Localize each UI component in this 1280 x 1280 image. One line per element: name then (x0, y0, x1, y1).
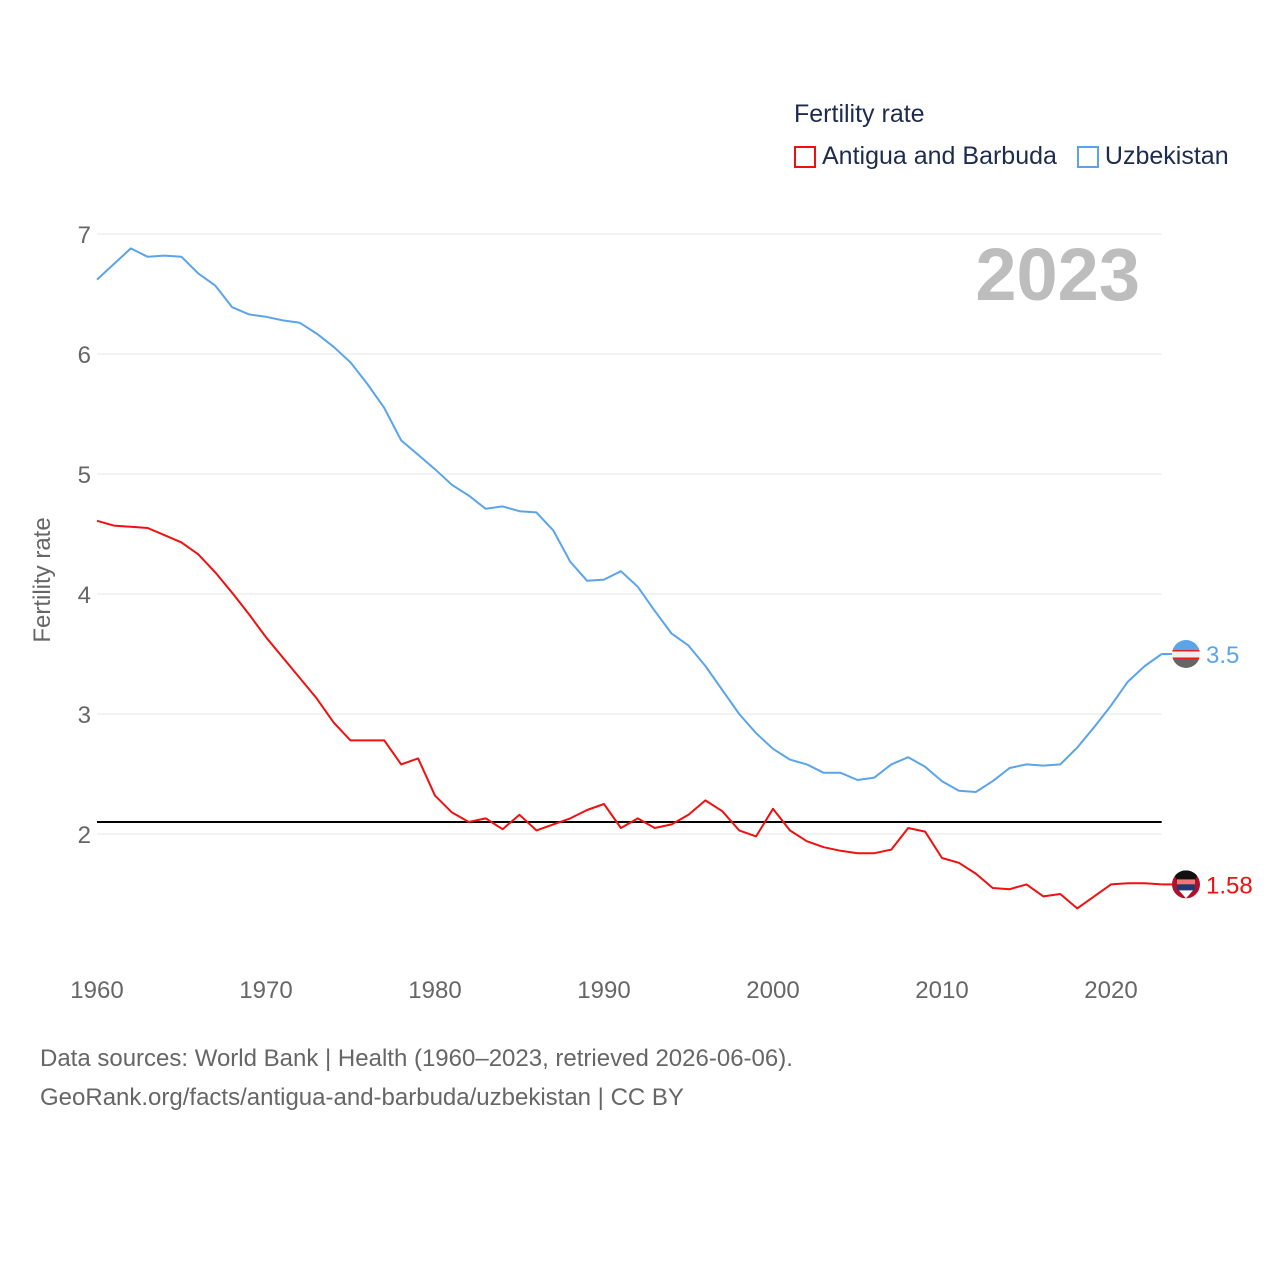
series-line-uzbekistan (96, 247, 1163, 793)
legend-label-antigua: Antigua and Barbuda (822, 142, 1057, 170)
x-tick-label: 2000 (746, 977, 799, 1004)
legend: Antigua and Barbuda Uzbekistan (794, 142, 1229, 171)
x-tick-label: 1980 (408, 977, 461, 1004)
y-tick-label: 2 (78, 822, 91, 849)
y-tick-label: 4 (78, 582, 91, 609)
y-tick-label: 5 (78, 462, 91, 489)
x-tick-label: 1990 (577, 977, 630, 1004)
year-watermark: 2023 (975, 233, 1140, 316)
end-value-label: 1.58 (1206, 872, 1253, 899)
y-tick-label: 6 (78, 342, 91, 369)
y-tick-label: 3 (78, 702, 91, 729)
legend-label-uzbekistan: Uzbekistan (1104, 142, 1229, 170)
legend-swatch-antigua (794, 145, 816, 168)
x-tick-label: 2020 (1084, 977, 1137, 1004)
legend-item-uzbekistan[interactable]: Uzbekistan (1076, 142, 1229, 171)
x-tick-label: 1960 (70, 977, 123, 1004)
end-value-label: 3.5 (1206, 642, 1239, 669)
y-tick-label: 7 (78, 222, 91, 249)
x-tick-label: 2010 (915, 977, 968, 1004)
legend-item-antigua[interactable]: Antigua and Barbuda (794, 142, 1057, 171)
legend-swatch-uzbekistan (1076, 145, 1099, 168)
source-line-1: Data sources: World Bank | Health (1960–… (40, 1045, 793, 1072)
y-axis-label: Fertility rate (29, 517, 56, 642)
antigua-flag-icon (1172, 870, 1200, 899)
uzbekistan-flag-icon (1172, 640, 1200, 668)
source-line-2[interactable]: GeoRank.org/facts/antigua-and-barbuda/uz… (40, 1084, 684, 1111)
series-line-antigua (96, 519, 1162, 910)
legend-title: Fertility rate (794, 100, 925, 128)
x-tick-label: 1970 (239, 977, 292, 1004)
